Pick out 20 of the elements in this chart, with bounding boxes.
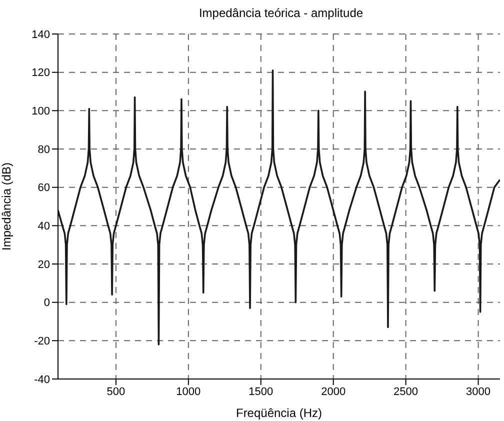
y-tick-label: -40 [34, 374, 50, 386]
x-tick-label: 500 [106, 386, 126, 398]
y-tick-label: 120 [32, 67, 50, 80]
y-tick-label: 140 [32, 28, 50, 41]
y-tick-label: -20 [34, 336, 50, 348]
y-tick-label: 60 [38, 182, 50, 194]
line-series [58, 70, 500, 346]
y-tick-label: 20 [38, 258, 50, 271]
x-tick-label: 2000 [321, 386, 346, 398]
x-axis-title: Freqüência (Hz) [236, 406, 322, 420]
y-tick-label: 40 [38, 220, 50, 233]
x-tick-label: 1000 [176, 386, 201, 398]
y-tick-label: 0 [44, 297, 50, 310]
x-tick-label: 1500 [248, 386, 274, 398]
y-tick-label: 80 [38, 144, 50, 156]
y-tick-label: 100 [32, 106, 50, 118]
x-tick-label: 3000 [466, 386, 491, 398]
y-axis-title: Impedância (dB) [0, 162, 14, 251]
x-tick-label: 2500 [394, 386, 418, 398]
chart-title: Impedância teórica - amplitude [198, 6, 364, 20]
